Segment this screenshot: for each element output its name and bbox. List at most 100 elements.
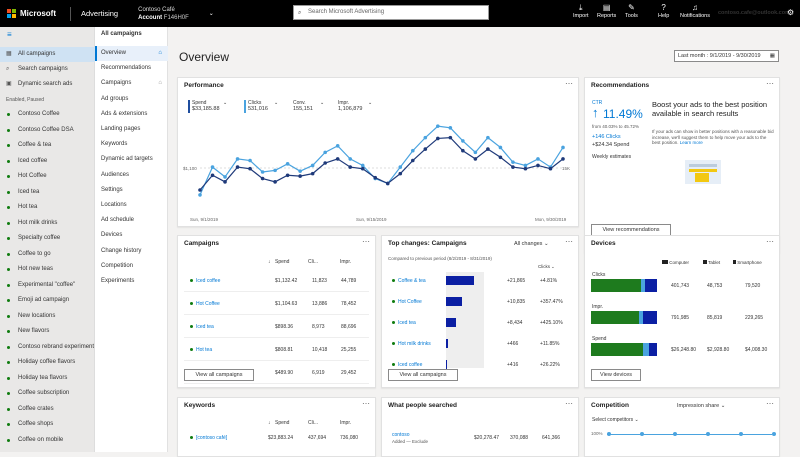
- help-button[interactable]: ? Help: [658, 3, 669, 19]
- column-header-spend[interactable]: Spend: [275, 420, 290, 426]
- campaign-item[interactable]: Coffee crates: [0, 402, 95, 417]
- table-row[interactable]: Hot Coffee: [190, 301, 220, 307]
- subnav-item[interactable]: Campaigns ⌂: [95, 76, 168, 91]
- campaign-item[interactable]: Specialty coffee: [0, 231, 95, 246]
- metric-impressions[interactable]: Impr. 1,106,879: [338, 100, 362, 112]
- subnav-item[interactable]: Locations: [95, 198, 168, 213]
- keyword-link[interactable]: [contoso café]: [196, 435, 228, 441]
- column-header-impr[interactable]: Impr.: [340, 420, 352, 426]
- campaign-item[interactable]: Holiday tea flavors: [0, 371, 95, 386]
- chevron-down-icon[interactable]: ⌄: [320, 100, 325, 106]
- column-header-clicks[interactable]: Clicks: [538, 264, 550, 269]
- campaign-item[interactable]: Coffee subscription: [0, 386, 95, 401]
- table-row[interactable]: Hot tea: [190, 347, 212, 353]
- column-header-spend[interactable]: Spend: [275, 259, 290, 265]
- chevron-down-icon[interactable]: ⌄: [208, 10, 214, 17]
- user-email[interactable]: contoso.cafe@outlook.com: [718, 10, 790, 16]
- column-header-impr[interactable]: Impr.: [340, 259, 352, 265]
- campaign-item[interactable]: Holiday coffee flavors: [0, 355, 95, 370]
- more-icon[interactable]: ⋯: [362, 237, 370, 246]
- nav-all-campaigns[interactable]: ▦ All campaigns: [0, 47, 95, 62]
- campaign-link[interactable]: Iced tea: [196, 324, 214, 330]
- more-icon[interactable]: ⋯: [766, 237, 774, 246]
- exclude-link[interactable]: Exclude: [412, 439, 429, 444]
- subnav-item[interactable]: Ad groups: [95, 92, 168, 107]
- table-row[interactable]: Coffee & tea: [392, 278, 426, 284]
- search-input[interactable]: ⌕ Search Microsoft Advertising: [293, 5, 489, 20]
- chevron-down-icon[interactable]: ⌄: [551, 264, 555, 269]
- competitor-select[interactable]: Select competitors ⌄: [592, 417, 639, 423]
- campaign-item[interactable]: Coffee shops: [0, 417, 95, 432]
- settings-icon[interactable]: ⚙: [787, 8, 795, 17]
- metric-spend[interactable]: Spend $33,185.88: [188, 100, 220, 113]
- campaign-item[interactable]: New locations: [0, 309, 95, 324]
- campaign-link[interactable]: Hot Coffee: [196, 301, 220, 307]
- metric-conversions[interactable]: Conv. 155,151: [293, 100, 313, 112]
- subnav-item[interactable]: Recommendations: [95, 61, 168, 76]
- notifications-button[interactable]: ♫ Notifications: [680, 3, 710, 19]
- table-row[interactable]: [contoso café]: [190, 435, 227, 441]
- column-header-clicks[interactable]: Cli...: [308, 420, 318, 426]
- legend-computer[interactable]: Computer: [662, 260, 689, 265]
- microsoft-logo[interactable]: Microsoft: [7, 9, 56, 18]
- campaign-link[interactable]: Iced coffee: [398, 362, 423, 368]
- table-row[interactable]: Iced coffee: [392, 362, 422, 368]
- campaign-item[interactable]: Contoso rebrand experiment: [0, 340, 95, 355]
- legend-tablet[interactable]: Tablet: [703, 260, 720, 265]
- more-icon[interactable]: ⋯: [766, 399, 774, 408]
- table-row[interactable]: Iced tea: [392, 320, 416, 326]
- campaign-item[interactable]: Contoso Coffee: [0, 107, 95, 122]
- campaign-link[interactable]: Hot Coffee: [398, 299, 422, 305]
- view-all-campaigns-button-2[interactable]: View all campaigns: [388, 369, 458, 381]
- more-icon[interactable]: ⋯: [565, 237, 573, 246]
- subnav-item[interactable]: Experiments: [95, 274, 168, 289]
- campaign-item[interactable]: Hot tea: [0, 200, 95, 215]
- account-switcher[interactable]: Contoso Café Account F146H0F: [138, 6, 189, 22]
- campaign-link[interactable]: Coffee & tea: [398, 278, 426, 284]
- column-header-clicks[interactable]: Cli...: [308, 259, 318, 265]
- subnav-item[interactable]: Ads & extensions: [95, 107, 168, 122]
- campaign-link[interactable]: Hot tea: [196, 347, 213, 353]
- table-row[interactable]: Hot Coffee: [392, 299, 422, 305]
- subnav-item[interactable]: Landing pages: [95, 122, 168, 137]
- subnav-item[interactable]: Competition: [95, 259, 168, 274]
- subnav-item[interactable]: Devices: [95, 228, 168, 243]
- campaign-item[interactable]: Contoso Coffee DSA: [0, 123, 95, 138]
- campaign-item[interactable]: New flavors: [0, 324, 95, 339]
- table-row[interactable]: Hot milk drinks: [392, 341, 431, 347]
- tools-button[interactable]: ✎ Tools: [625, 3, 638, 19]
- search-term-link[interactable]: contoso: [392, 432, 410, 438]
- view-devices-button[interactable]: View devices: [591, 369, 641, 381]
- competition-metric-dropdown[interactable]: Impression share ⌄: [677, 403, 725, 409]
- changes-filter-dropdown[interactable]: All changes ⌄: [514, 241, 549, 247]
- view-all-campaigns-button[interactable]: View all campaigns: [184, 369, 254, 381]
- subnav-item[interactable]: Dynamic ad targets: [95, 152, 168, 167]
- chevron-down-icon[interactable]: ⌄: [223, 100, 228, 106]
- campaign-link[interactable]: Iced tea: [398, 320, 416, 326]
- campaign-item[interactable]: Hot Coffee: [0, 169, 95, 184]
- subnav-item[interactable]: Settings: [95, 183, 168, 198]
- subnav-item[interactable]: Change history: [95, 244, 168, 259]
- campaign-item[interactable]: Emoji ad campaign: [0, 293, 95, 308]
- campaign-item[interactable]: Coffee & tea: [0, 138, 95, 153]
- campaign-item[interactable]: Hot new teas: [0, 262, 95, 277]
- subnav-item[interactable]: Keywords: [95, 137, 168, 152]
- subnav-item[interactable]: Ad schedule: [95, 213, 168, 228]
- table-row[interactable]: Iced tea: [190, 324, 214, 330]
- learn-more-link[interactable]: Learn more: [679, 140, 703, 145]
- chevron-down-icon[interactable]: ⌄: [368, 100, 373, 106]
- campaign-link[interactable]: Iced coffee: [196, 278, 221, 284]
- hamburger-icon[interactable]: ≡: [7, 30, 12, 39]
- chevron-down-icon[interactable]: ⌄: [274, 100, 279, 106]
- table-row[interactable]: Iced coffee: [190, 278, 220, 284]
- import-button[interactable]: ⤓ Import: [573, 3, 589, 19]
- campaign-item[interactable]: Iced coffee: [0, 154, 95, 169]
- campaign-item[interactable]: Coffee to go: [0, 247, 95, 262]
- nav-dynamic-search-ads[interactable]: ▣ Dynamic search ads: [0, 77, 95, 92]
- nav-search-campaigns[interactable]: ⌕ Search campaigns: [0, 62, 95, 77]
- campaign-link[interactable]: Hot milk drinks: [398, 341, 431, 347]
- more-icon[interactable]: ⋯: [362, 399, 370, 408]
- subnav-item[interactable]: Overview ⌂: [95, 46, 168, 61]
- reports-button[interactable]: ▤ Reports: [597, 3, 616, 19]
- campaign-item[interactable]: Iced tea: [0, 185, 95, 200]
